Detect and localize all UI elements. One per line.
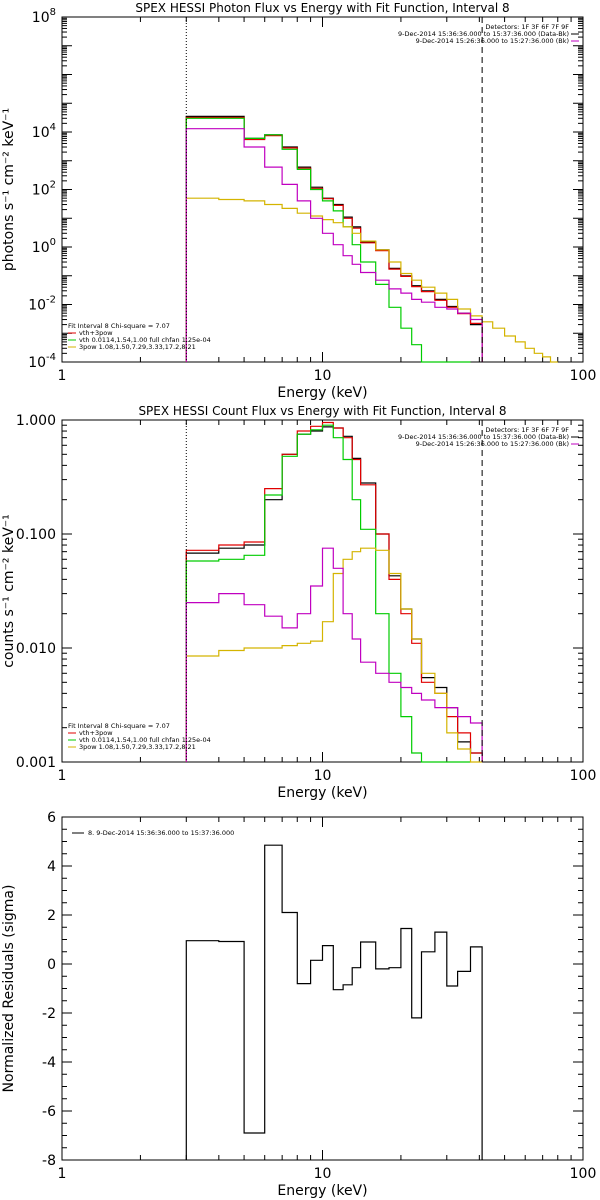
x-tick-label: 100 bbox=[570, 368, 597, 384]
y-axis-label: Normalized Residuals (sigma) bbox=[1, 885, 17, 1093]
y-tick-label: -4 bbox=[42, 1055, 56, 1071]
x-tick-label: 10 bbox=[314, 768, 332, 784]
y-tick-label: 2 bbox=[47, 908, 56, 924]
y-tick-label: 1.000 bbox=[16, 413, 56, 429]
fit-legend-entry: vth+3pow bbox=[79, 329, 113, 337]
chart-title: SPEX HESSI Count Flux vs Energy with Fit… bbox=[138, 404, 506, 418]
info-line: 9-Dec-2014 15:36:36.000 to 15:37:36.000 … bbox=[398, 433, 569, 441]
fit-legend-entry: 3pow 1.08,1.50,7.29,3.33,17.2,8.21 bbox=[79, 743, 196, 751]
info-line: Detectors: 1F 3F 6F 7F 9F bbox=[485, 23, 569, 31]
series-line-vth bbox=[185, 117, 471, 363]
x-axis-label: Energy (keV) bbox=[277, 785, 367, 801]
y-tick-label: -8 bbox=[42, 1153, 56, 1169]
fit-legend-header: Fit Interval 8 Chi-square = 7.07 bbox=[68, 722, 170, 730]
fit-legend-entry: vth 0.0114,1.54,1.00 full chfan 1.25e-04 bbox=[79, 736, 211, 744]
x-tick-label: 1 bbox=[58, 768, 67, 784]
y-tick-label: 108 bbox=[32, 7, 56, 26]
fit-legend-entry: vth+3pow bbox=[79, 729, 113, 737]
info-line: 9-Dec-2014 15:26:36.000 to 15:27:36.000 … bbox=[416, 440, 569, 448]
x-tick-label: 10 bbox=[314, 1166, 332, 1182]
fit-legend-entry: vth 0.0114,1.54,1.00 full chfan 1.25e-04 bbox=[79, 336, 211, 344]
chart-panel-2: SPEX HESSI Count Flux vs Energy with Fit… bbox=[1, 404, 596, 801]
series-line-data bbox=[185, 426, 483, 762]
y-tick-label: 0 bbox=[47, 957, 56, 973]
chart-panel-1: SPEX HESSI Photon Flux vs Energy with Fi… bbox=[1, 1, 596, 401]
series-line-vth3pow bbox=[185, 421, 483, 762]
y-tick-label: 0.100 bbox=[16, 527, 56, 543]
y-tick-label: 10-4 bbox=[28, 352, 56, 371]
x-tick-label: 100 bbox=[570, 768, 597, 784]
x-tick-label: 1 bbox=[58, 1166, 67, 1182]
y-tick-label: 0.010 bbox=[16, 641, 56, 657]
x-axis-label: Energy (keV) bbox=[277, 1183, 367, 1199]
x-tick-label: 10 bbox=[314, 368, 332, 384]
series-line-bk bbox=[185, 547, 483, 762]
series-line-pow3 bbox=[185, 547, 483, 763]
y-axis-label: photons s⁻¹ cm⁻² keV⁻¹ bbox=[1, 108, 17, 271]
series-line-vth bbox=[185, 424, 471, 763]
series-line-vth3pow bbox=[185, 116, 483, 362]
fit-legend-entry: 3pow 1.08,1.50,7.29,3.33,17.2,8.21 bbox=[79, 343, 196, 351]
chart-panel-3: 1 10 100 -8 -6 -4 -2 0 2 4 6 Energy (keV) Normalized… bbox=[1, 810, 596, 1199]
x-tick-label: 100 bbox=[570, 1166, 597, 1182]
y-tick-label: -2 bbox=[42, 1006, 56, 1022]
legend-entry: 8. 9-Dec-2014 15:36:36.000 to 15:37:36.0… bbox=[88, 829, 234, 837]
series-line-data bbox=[185, 115, 483, 362]
plot-frame bbox=[61, 419, 584, 763]
chart-title: SPEX HESSI Photon Flux vs Energy with Fi… bbox=[135, 1, 509, 15]
y-tick-label: 104 bbox=[32, 122, 56, 141]
y-tick-label: -6 bbox=[42, 1104, 56, 1120]
info-line: 9-Dec-2014 15:36:36.000 to 15:37:36.000 … bbox=[398, 30, 569, 38]
y-tick-label: 0.001 bbox=[16, 755, 56, 771]
series-line-pow3 bbox=[185, 197, 558, 363]
x-tick-label: 1 bbox=[58, 368, 67, 384]
x-axis-label: Energy (keV) bbox=[277, 385, 367, 401]
y-tick-label: 4 bbox=[47, 859, 56, 875]
info-line: Detectors: 1F 3F 6F 7F 9F bbox=[485, 426, 569, 434]
plot-frame bbox=[61, 816, 584, 1161]
info-line: 9-Dec-2014 15:26:36.000 to 15:27:36.000 … bbox=[416, 37, 569, 45]
y-axis-label: counts s⁻¹ cm⁻² keV⁻¹ bbox=[1, 514, 17, 668]
y-tick-label: 102 bbox=[32, 180, 56, 199]
y-tick-label: 10-2 bbox=[28, 295, 56, 314]
y-tick-label: 100 bbox=[32, 237, 56, 256]
series-line-residuals bbox=[185, 844, 483, 1160]
series-line-bk bbox=[185, 128, 483, 362]
y-tick-label: 6 bbox=[47, 810, 56, 826]
fit-legend-header: Fit Interval 8 Chi-square = 7.07 bbox=[68, 322, 170, 330]
